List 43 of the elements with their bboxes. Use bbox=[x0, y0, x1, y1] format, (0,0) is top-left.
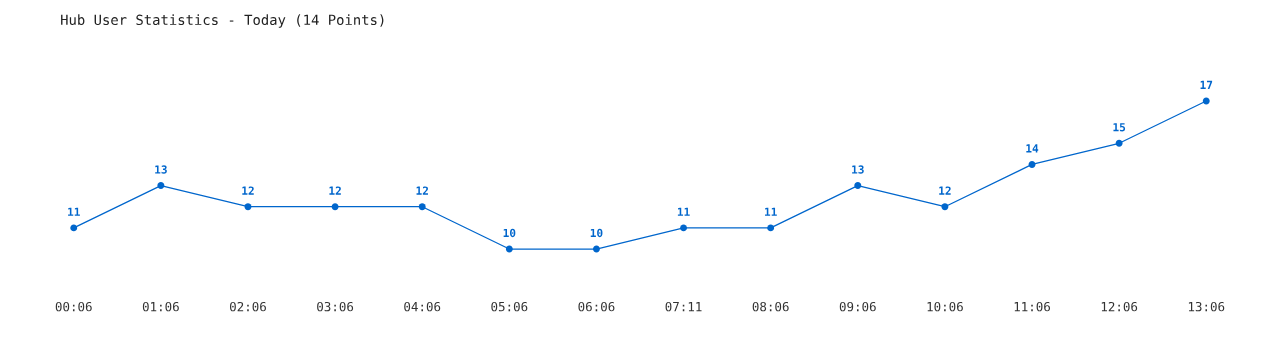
data-label: 12 bbox=[939, 186, 951, 195]
x-tick-label: 10:06 bbox=[927, 301, 963, 312]
point bbox=[680, 224, 688, 232]
x-tick-label: 05:06 bbox=[491, 301, 528, 312]
x-tick-label: 12:06 bbox=[1101, 301, 1138, 312]
x-tick-label: 06:06 bbox=[578, 301, 615, 312]
data-label: 10 bbox=[590, 228, 603, 238]
x-tick-label: 09:06 bbox=[839, 301, 876, 312]
data-label: 12 bbox=[416, 186, 428, 195]
data-label: 17 bbox=[1200, 80, 1213, 89]
data-label: 10 bbox=[503, 228, 516, 238]
data-label: 11 bbox=[677, 207, 690, 216]
data-label: 12 bbox=[329, 186, 341, 195]
point bbox=[1028, 160, 1036, 168]
chart-title: Hub User Statistics - Today (14 Points) bbox=[61, 14, 384, 28]
point bbox=[244, 203, 252, 211]
data-label: 13 bbox=[852, 165, 864, 174]
point bbox=[505, 245, 513, 253]
point bbox=[157, 182, 165, 190]
data-label: 12 bbox=[242, 186, 254, 195]
x-tick-label: 11:06 bbox=[1014, 301, 1051, 312]
point bbox=[767, 224, 775, 232]
point bbox=[1115, 139, 1123, 147]
data-label: 14 bbox=[1026, 144, 1039, 153]
point bbox=[418, 203, 426, 211]
point bbox=[1202, 97, 1210, 105]
x-tick-label: 01:06 bbox=[142, 301, 179, 312]
data-label: 13 bbox=[155, 165, 167, 174]
data-label: 11 bbox=[765, 207, 777, 216]
point bbox=[941, 203, 949, 211]
point bbox=[70, 224, 78, 232]
x-tick-label: 13:06 bbox=[1188, 301, 1225, 312]
point bbox=[854, 182, 862, 190]
x-tick-label: 04:06 bbox=[404, 301, 441, 312]
point bbox=[592, 245, 600, 253]
x-tick-label: 00:06 bbox=[55, 301, 92, 312]
point bbox=[331, 203, 339, 211]
x-tick-label: 08:06 bbox=[752, 301, 789, 312]
x-tick-label: 02:06 bbox=[229, 301, 266, 312]
x-tick-label: 03:06 bbox=[317, 301, 354, 312]
data-label: 15 bbox=[1113, 123, 1126, 132]
data-label: 11 bbox=[68, 207, 80, 216]
x-tick-label: 07:11 bbox=[665, 301, 702, 312]
